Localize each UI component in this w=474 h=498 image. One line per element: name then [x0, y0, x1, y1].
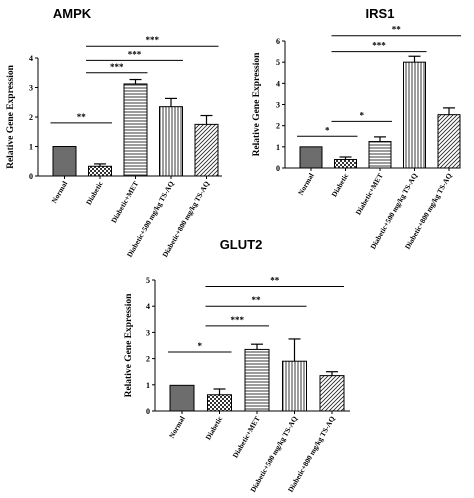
significance-label: * — [360, 110, 365, 120]
y-tick-label: 3 — [146, 328, 150, 337]
significance-label: ** — [392, 25, 402, 35]
y-tick-label: 6 — [276, 37, 280, 46]
y-tick-label: 2 — [29, 113, 33, 122]
y-tick-label: 0 — [146, 407, 150, 416]
significance-label: * — [325, 125, 330, 135]
y-tick-label: 1 — [146, 381, 150, 390]
category-label: Diabetic+MET — [109, 179, 140, 224]
y-tick-label: 4 — [29, 54, 33, 63]
chart-title: IRS1 — [366, 6, 395, 21]
bar — [282, 360, 307, 412]
panel-irs1: IRS1 Relative Gene Expression 0 1 2 3 4 5 6 Norma… — [252, 6, 461, 251]
bar — [52, 146, 77, 177]
y-tick-label: 3 — [276, 101, 280, 110]
bar — [194, 123, 219, 177]
y-tick-label: 1 — [29, 143, 33, 152]
chart-title: GLUT2 — [220, 237, 263, 252]
y-axis-label: Relative Gene Expression — [252, 52, 262, 157]
y-tick-label: 2 — [146, 355, 150, 364]
category-label: Diabetic+MET — [231, 414, 262, 459]
category-label: Diabetic — [203, 414, 224, 442]
significance-label: *** — [231, 315, 245, 325]
significance-label: *** — [146, 35, 160, 45]
bar — [403, 61, 426, 169]
significance-label: *** — [372, 41, 386, 51]
y-axis-label: Relative Gene Expression — [6, 64, 16, 169]
category-label: Diabetic — [84, 179, 105, 207]
significance-label: ** — [252, 295, 262, 305]
bar — [244, 348, 270, 412]
bar — [334, 159, 357, 169]
bar — [368, 141, 392, 169]
significance-label: *** — [128, 49, 142, 59]
y-tick-label: 5 — [276, 58, 280, 67]
bar — [123, 83, 148, 177]
y-tick-label: 3 — [29, 84, 33, 93]
panel-glut2: GLUT2 Relative Gene Expression 0 1 2 3 4 5 Norma… — [124, 237, 350, 494]
chart-title: AMPK — [53, 6, 92, 21]
category-label: Normal — [49, 180, 69, 205]
y-axis-label: Relative Gene Expression — [124, 293, 134, 398]
category-label: Normal — [167, 415, 187, 440]
y-tick-label: 0 — [29, 172, 33, 181]
category-label: Diabetic — [329, 171, 350, 199]
significance-label: ** — [77, 112, 87, 122]
bar — [437, 114, 461, 169]
bar — [207, 394, 232, 412]
y-tick-label: 2 — [276, 122, 280, 131]
significance-label: * — [198, 341, 203, 351]
category-label: Diabetic+MET — [354, 171, 385, 216]
bar — [319, 375, 345, 412]
significance-label: *** — [110, 62, 124, 72]
y-tick-label: 4 — [146, 302, 150, 311]
significance-label: ** — [270, 276, 280, 286]
y-tick-label: 1 — [276, 143, 280, 152]
y-tick-label: 4 — [276, 79, 280, 88]
category-label: Normal — [296, 172, 316, 197]
bar — [88, 165, 112, 177]
bar — [169, 384, 195, 412]
bar — [299, 146, 323, 169]
bar — [159, 106, 183, 177]
y-tick-label: 5 — [146, 276, 150, 285]
y-tick-label: 0 — [276, 164, 280, 173]
panel-ampk: AMPK Relative Gene Expression 0 1 2 3 4 Normal D… — [6, 6, 222, 259]
